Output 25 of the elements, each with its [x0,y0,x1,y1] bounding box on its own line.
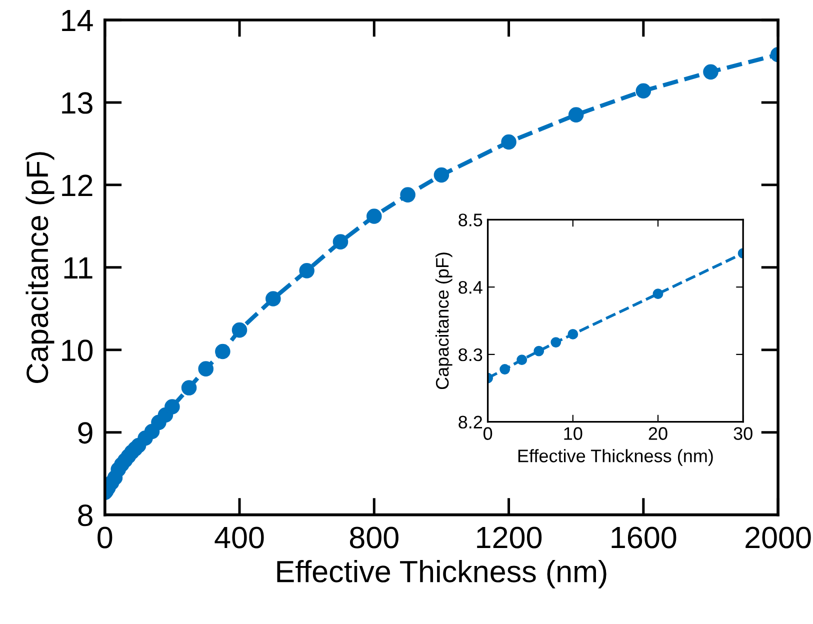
y-tick-label: 13 [62,92,92,114]
x-tick-label: 10 [564,427,582,440]
x-axis-title: Effective Thickness (nm) [277,560,606,588]
y-tick-label: 8 [78,504,92,526]
x-tick-label: 400 [214,526,264,548]
y-axis-title: Capacitance (pF) [435,252,452,390]
x-tick-label: 1200 [477,526,542,548]
y-axis-title: Capacitance (pF) [26,152,54,384]
x-tick-label: 20 [648,427,668,440]
y-tick-label: 10 [62,340,93,362]
x-tick-label: 30 [734,427,752,440]
x-tick-label: 800 [350,526,398,548]
y-tick-label: 8.3 [458,348,482,362]
y-tick-label: 9 [78,422,92,444]
y-tick-label: 8.4 [458,280,482,294]
y-tick-label: 8.2 [458,416,482,429]
y-tick-label: 12 [62,174,92,196]
y-tick-label: 11 [64,257,92,278]
y-tick-label: 14 [62,10,93,32]
x-tick-label: 2000 [746,526,811,548]
x-axis-title: Effective Thickness (nm) [518,449,713,466]
x-tick-label: 0 [98,526,112,548]
x-tick-label: 1600 [612,526,676,548]
y-tick-label: 8.5 [458,214,482,226]
x-tick-label: 0 [483,427,492,440]
